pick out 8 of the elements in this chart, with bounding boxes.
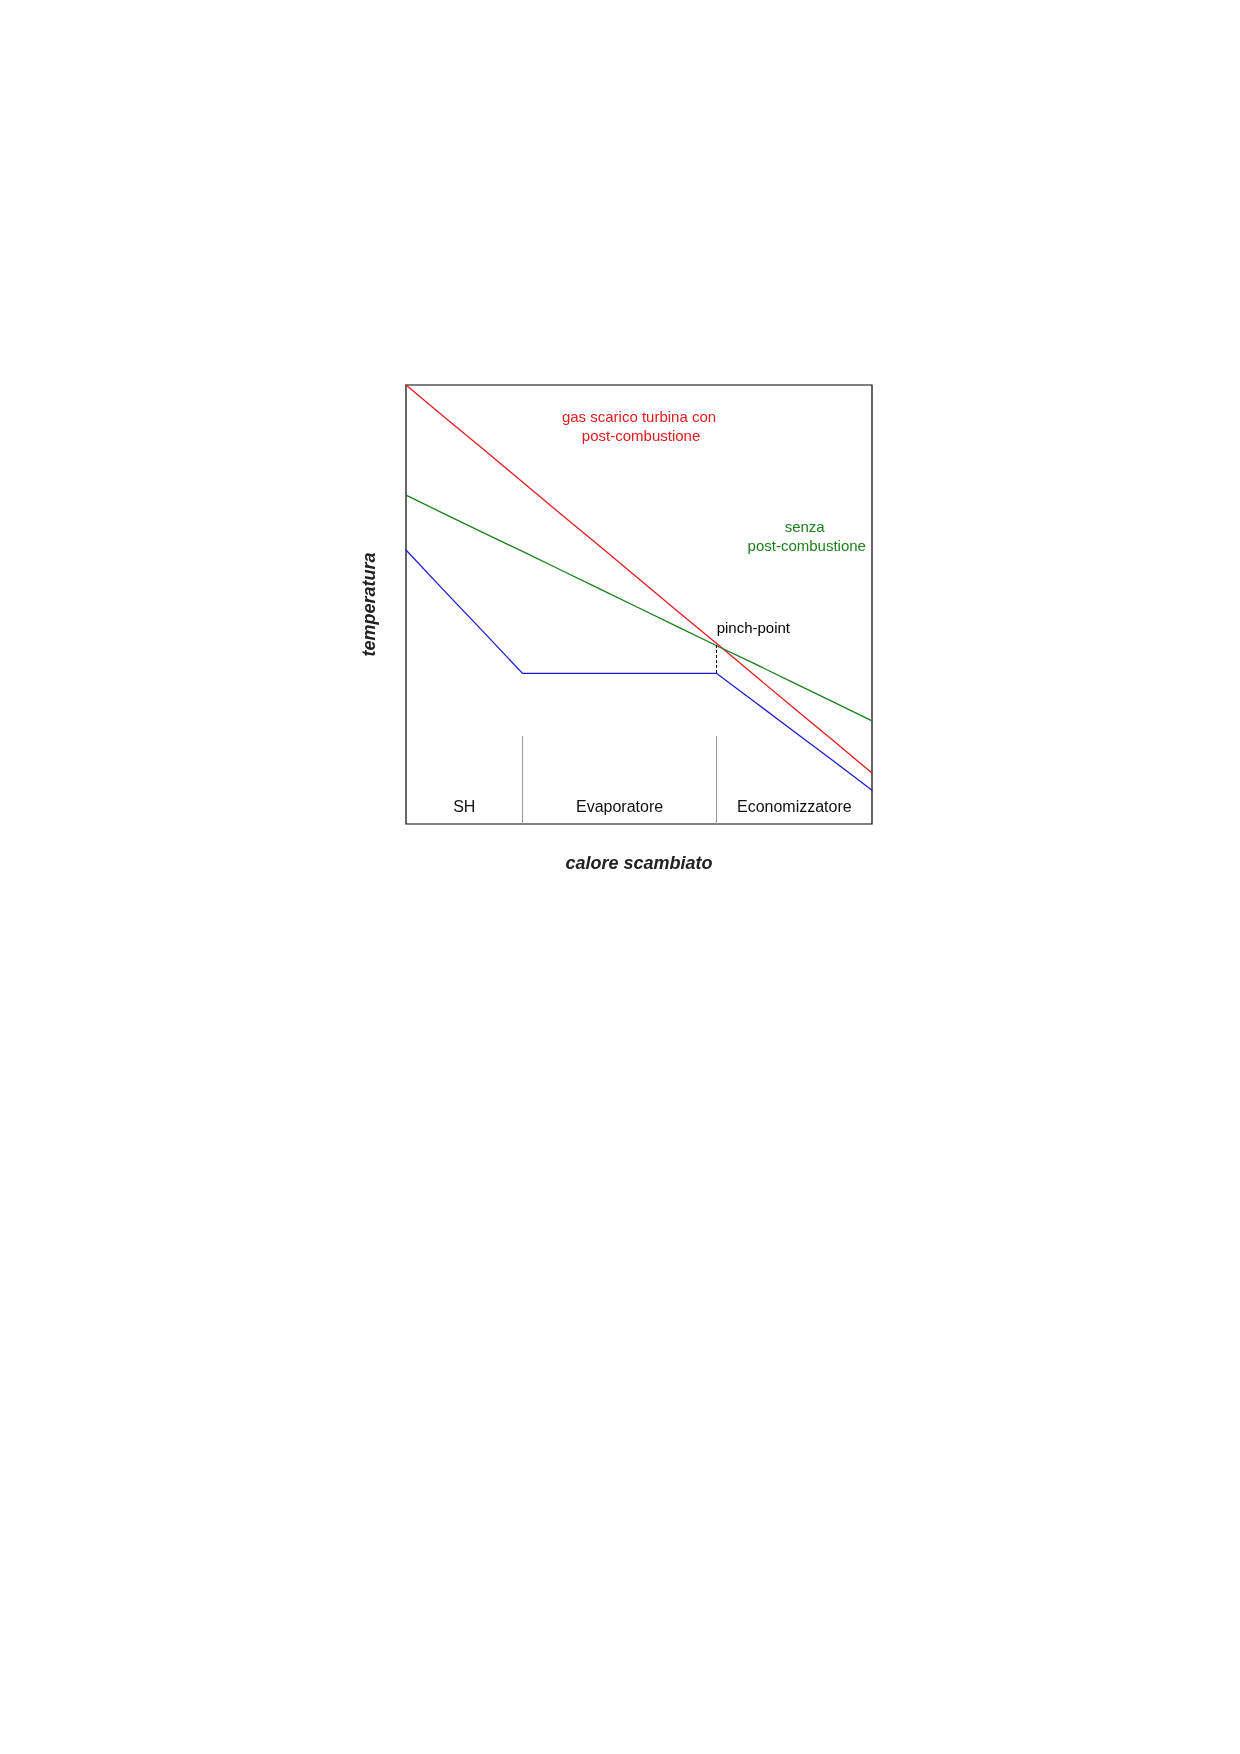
text: senza post-combustione [747,517,866,554]
annotation: pinch-point [716,618,791,636]
annotation: Economizzatore [736,797,852,815]
y-axis-title: temperatura [359,552,379,657]
annotation: SH [453,797,476,815]
x-axis-title: calore scambiato [565,853,713,873]
annotation: Evaporatore [576,797,664,815]
text: gas scarico turbina con post-combustione [561,407,717,444]
